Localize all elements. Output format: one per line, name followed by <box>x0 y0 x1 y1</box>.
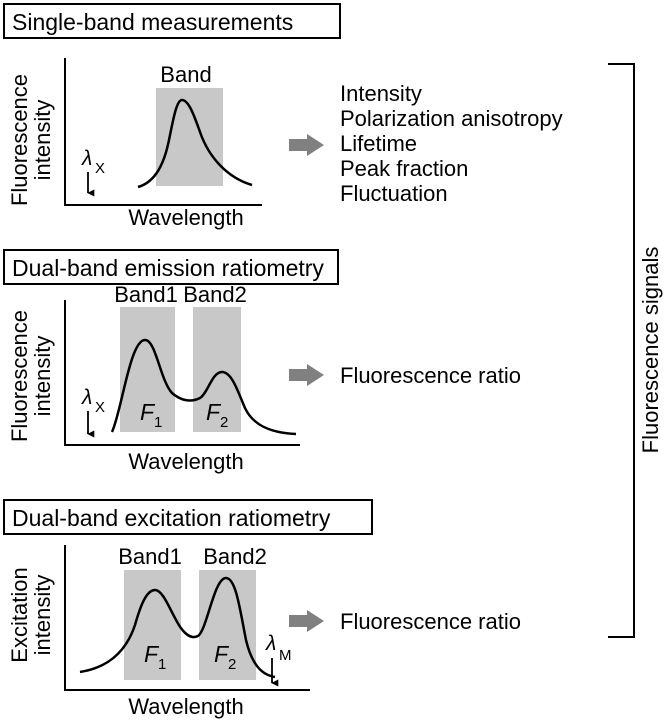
panel3-x-label: Wavelength <box>128 694 243 719</box>
panel2-band2-label: Band2 <box>183 282 247 307</box>
panel2-lambda-subscript: X <box>95 399 105 416</box>
panel1-output-intensity: Intensity <box>340 81 422 106</box>
panel3-y-label-2: intensity <box>30 575 55 656</box>
panel3-band1-rect <box>124 570 181 680</box>
panel3-title: Dual-band excitation ratiometry <box>12 505 331 531</box>
panel1-title: Single-band measurements <box>12 9 293 35</box>
panel3-f1-symbol: F <box>144 641 160 667</box>
panel3-lambda-symbol: λ <box>265 632 276 655</box>
panel2-y-label-1: Fluorescence <box>7 310 32 442</box>
panel3-band2-rect <box>199 570 256 680</box>
panel1-output-peak-fraction: Peak fraction <box>340 156 468 181</box>
panel2-lambda-symbol: λ <box>81 386 92 409</box>
panel1-output-lifetime: Lifetime <box>340 131 417 156</box>
panel3-title-box <box>3 499 373 535</box>
panel-single-band: Single-band measurements Fluorescence in… <box>3 3 563 230</box>
panel2-f2-symbol: F <box>206 399 222 425</box>
panel-dual-emission: Dual-band emission ratiometry Fluorescen… <box>3 249 521 474</box>
panel2-f1-subscript: 1 <box>154 414 162 431</box>
panel2-title: Dual-band emission ratiometry <box>12 255 324 281</box>
panel3-f1-subscript: 1 <box>158 656 166 673</box>
panel3-lambda-subscript: M <box>279 647 292 664</box>
panel2-band1-label: Band1 <box>114 282 178 307</box>
panel3-axes <box>64 545 310 691</box>
panel1-lambda-subscript: X <box>95 160 105 177</box>
panel2-axes <box>64 300 300 446</box>
panel2-band2-rect <box>193 307 241 432</box>
panel2-x-label: Wavelength <box>128 449 243 474</box>
panel1-spectrum-curve <box>137 98 253 189</box>
panel1-band-label: Band <box>160 62 211 87</box>
panel1-y-label-1: Fluorescence <box>7 74 32 206</box>
panel2-f1-symbol: F <box>140 399 156 425</box>
panel3-band1-label: Band1 <box>118 544 182 569</box>
panel2-grey-arrow <box>289 364 324 386</box>
panel1-title-box <box>3 3 341 39</box>
panel1-x-label: Wavelength <box>128 205 243 230</box>
panel2-output-ratio: Fluorescence ratio <box>340 363 521 388</box>
panel1-output-fluctuation: Fluctuation <box>340 181 448 206</box>
panel3-grey-arrow <box>289 610 324 632</box>
panel3-f2-symbol: F <box>214 641 230 667</box>
panel2-spectrum-curve <box>110 338 297 436</box>
panel1-grey-arrow <box>289 134 324 156</box>
bracket-label: Fluorescence signals <box>638 247 663 454</box>
panel1-axes <box>64 58 262 206</box>
bracket-line <box>608 63 635 638</box>
panel3-band2-label: Band2 <box>203 544 267 569</box>
panel2-y-label-2: intensity <box>30 336 55 417</box>
panel3-output-ratio: Fluorescence ratio <box>340 609 521 634</box>
panel3-f2-subscript: 2 <box>228 656 236 673</box>
panel2-f2-subscript: 2 <box>220 414 228 431</box>
panel3-y-label-1: Excitation <box>7 567 32 662</box>
panel2-title-box <box>3 249 339 285</box>
signals-bracket: Fluorescence signals <box>608 63 663 638</box>
panel1-output-polarization: Polarization anisotropy <box>340 106 563 131</box>
panel1-band-rect <box>156 88 223 186</box>
panel1-y-label-2: intensity <box>30 100 55 181</box>
panel3-spectrum-curve <box>79 576 276 679</box>
panel-dual-excitation: Dual-band excitation ratiometry Excitati… <box>3 499 521 719</box>
panel1-lambda-symbol: λ <box>81 147 92 170</box>
